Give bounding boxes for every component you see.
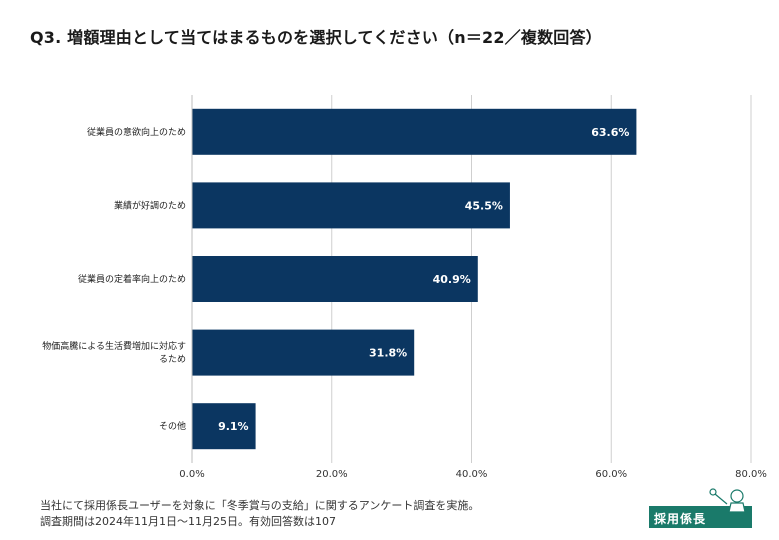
logo-text: 採用係長: [654, 512, 707, 526]
data-label: 9.1%: [218, 420, 249, 433]
footnote-line-1: 当社にて採用係長ユーザーを対象に「冬季賞与の支給」に関するアンケート調査を実施。: [40, 499, 480, 512]
x-tick-label: 40.0%: [456, 469, 488, 480]
bar: [192, 403, 256, 450]
category-label: その他: [159, 420, 186, 432]
category-label: 従業員の定着率向上のため: [78, 273, 186, 285]
data-label: 63.6%: [591, 126, 629, 139]
data-label: 40.9%: [433, 273, 471, 286]
x-tick-label: 20.0%: [316, 469, 348, 480]
category-label: 物価高騰による生活費増加に対応す: [42, 340, 186, 352]
logo-badge: [649, 506, 752, 528]
footnote: 当社にて採用係長ユーザーを対象に「冬季賞与の支給」に関するアンケート調査を実施。…: [40, 498, 479, 530]
bar: [192, 256, 478, 302]
category-label: 業績が好調のため: [114, 199, 186, 211]
data-label: 31.8%: [369, 347, 407, 360]
logo-graphic: [649, 488, 752, 528]
bar: [192, 329, 415, 376]
x-tick-label: 80.0%: [735, 469, 767, 480]
mascot-icon: [709, 488, 746, 527]
x-tick-label: 60.0%: [595, 469, 627, 480]
brand-logo: 採用係長: [649, 486, 752, 528]
footnote-line-2: 調査期間は2024年11月1日〜11月25日。有効回答数は107: [40, 515, 336, 528]
category-label: るため: [159, 354, 186, 365]
data-label: 45.5%: [465, 199, 503, 212]
x-tick-label: 0.0%: [179, 469, 204, 480]
chart-title: Q3. 増額理由として当てはまるものを選択してください（n＝22／複数回答）: [30, 28, 602, 47]
category-label: 従業員の意欲向上のため: [87, 126, 186, 138]
bar: [192, 182, 510, 229]
bar: [192, 108, 637, 155]
